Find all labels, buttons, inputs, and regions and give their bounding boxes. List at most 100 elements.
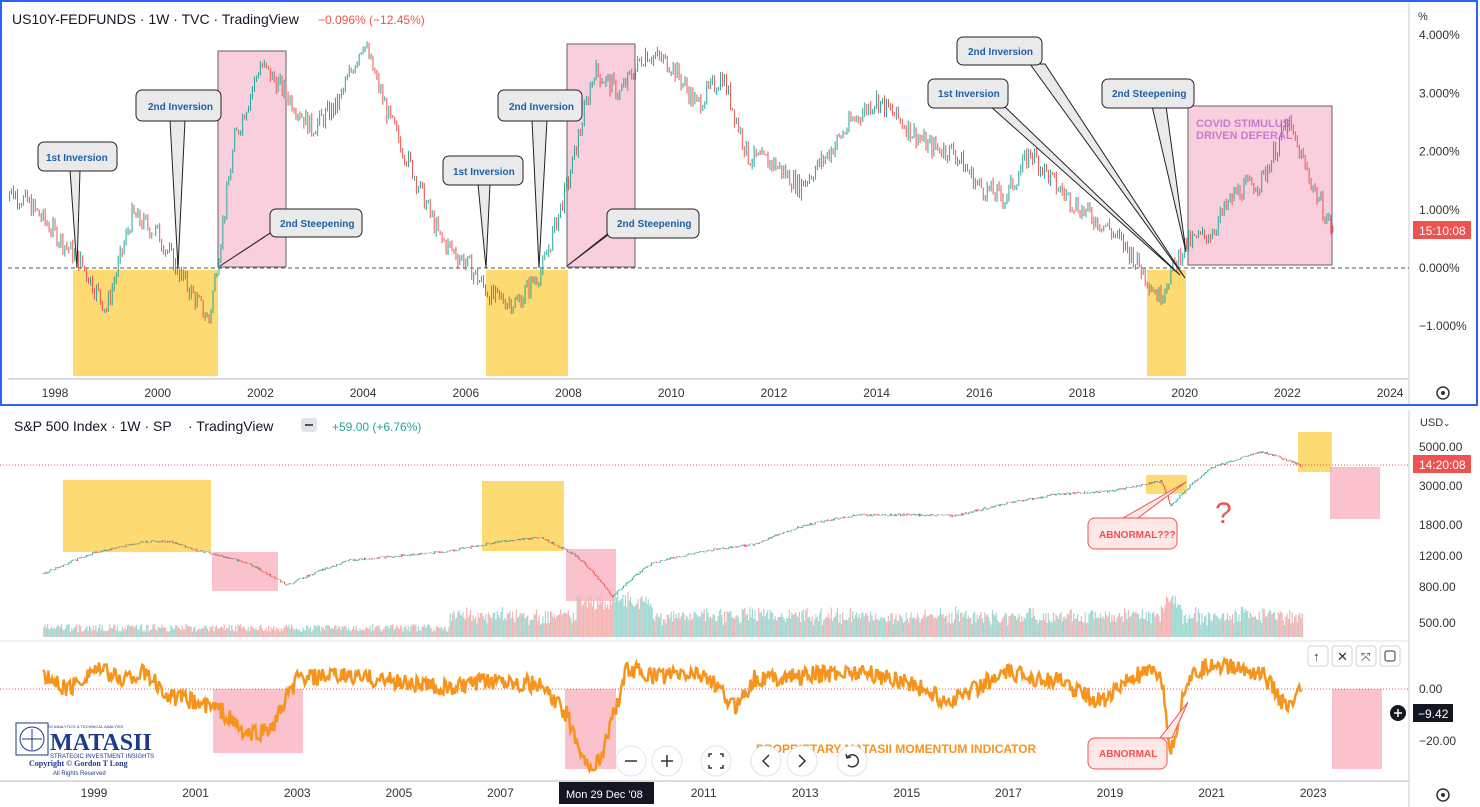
sp-volume-bar <box>450 621 453 637</box>
sp-volume-bar <box>419 629 421 637</box>
sp-volume-bar <box>1182 623 1184 637</box>
sp-volume-bar <box>1233 622 1235 637</box>
sp-volume-bar <box>1056 615 1058 637</box>
sp-volume-bar <box>1179 605 1182 637</box>
sp-volume-bar <box>434 631 436 637</box>
sp-volume-bar <box>721 615 723 637</box>
reset-scale-button[interactable] <box>700 745 732 777</box>
sp-volume-bar <box>600 602 602 637</box>
sp-volume-bar <box>349 631 351 637</box>
sp-volume-bar <box>589 603 591 637</box>
sp-volume-bar <box>772 612 774 637</box>
bottom-settings-gear-icon[interactable] <box>1436 788 1450 802</box>
top-settings-gear-icon[interactable] <box>1436 386 1450 400</box>
sp-volume-bar <box>486 623 488 637</box>
sp-volume-bar <box>902 622 905 637</box>
sp-volume-bar <box>598 604 600 637</box>
sp-volume-bar <box>1099 613 1102 637</box>
pane-move-up-button[interactable]: ↑ <box>1307 645 1329 667</box>
sp-volume-bar <box>214 626 216 637</box>
sp-volume-bar <box>1117 616 1119 637</box>
sp-volume-bar <box>121 626 124 637</box>
sp-volume-bar <box>928 615 930 637</box>
sp-volume-bar <box>627 591 629 637</box>
sp-volume-bar <box>361 629 364 637</box>
sp-volume-bar <box>66 625 68 637</box>
sp-volume-bar <box>762 616 764 637</box>
callout-1st-inversion-2019: 1st Inversion <box>927 78 1181 276</box>
sp-volume-bar <box>758 607 760 637</box>
pane-close-button[interactable]: ✕ <box>1331 645 1353 667</box>
sp-volume-bar <box>1007 625 1009 637</box>
sp-volume-bar <box>1151 612 1154 637</box>
sp-volume-bar <box>459 614 461 637</box>
sp-volume-bar <box>1024 618 1027 637</box>
sp-volume-bar <box>440 627 442 637</box>
sp-volume-bar <box>694 611 696 637</box>
sp-volume-bar <box>619 599 621 637</box>
sp-volume-bar <box>78 624 80 637</box>
sp-volume-bar <box>575 619 577 637</box>
sp-volume-bar <box>113 624 115 637</box>
sp-volume-bar <box>983 622 985 637</box>
sp-volume-bar <box>215 625 218 637</box>
sp-volume-bar <box>233 631 235 637</box>
sp-volume-bar <box>186 625 188 637</box>
sp-hide-toggle-button[interactable] <box>301 418 317 432</box>
sp-volume-bar <box>327 625 329 637</box>
sp-volume-bar <box>1139 619 1141 637</box>
reset-chart-button[interactable] <box>836 745 868 777</box>
sp-volume-bar <box>1084 612 1086 637</box>
sp-volume-bar <box>511 611 514 637</box>
osc-add-icon[interactable] <box>1390 705 1406 721</box>
sp-volume-bar <box>702 613 704 637</box>
sp-volume-bar <box>1002 618 1004 637</box>
sp-volume-bar <box>518 616 520 637</box>
sp-volume-bar <box>553 614 555 637</box>
sp-volume-bar <box>529 620 531 637</box>
sp-volume-bar <box>543 623 545 637</box>
sp-volume-bar <box>650 603 652 637</box>
sp-volume-bar <box>182 629 185 637</box>
sp-volume-bar <box>140 624 143 637</box>
sp-volume-bar <box>810 621 812 637</box>
scroll-right-button[interactable] <box>786 745 818 777</box>
top-x-tick: 2018 <box>1069 386 1096 400</box>
sp-volume-bar <box>1016 620 1018 637</box>
sp-volume-bar <box>116 626 119 637</box>
sp-volume-bar <box>171 627 173 637</box>
sp-volume-bar <box>872 620 874 637</box>
sp-volume-bar <box>222 628 224 637</box>
chevron-down-icon[interactable]: ⌄ <box>1443 418 1451 428</box>
sp-volume-bar <box>580 593 582 637</box>
sp-volume-bar <box>1272 612 1274 637</box>
sp-volume-bar <box>530 619 533 637</box>
pane-maximize-button[interactable] <box>1379 645 1401 667</box>
scroll-left-button[interactable] <box>750 745 782 777</box>
sp-volume-bar <box>857 618 859 637</box>
sp-volume-bar <box>231 625 233 637</box>
sp-yellow-zone-1998 <box>63 480 211 552</box>
covid-text-line-2: DRIVEN DEFERAL <box>1196 130 1293 142</box>
sp-volume-bar <box>1285 616 1287 637</box>
sp-volume-bar <box>1273 611 1276 637</box>
zoom-out-button[interactable] <box>615 745 647 777</box>
zoom-in-button[interactable] <box>651 745 683 777</box>
sp-volume-bar <box>875 613 877 637</box>
sp-volume-bar <box>60 624 63 637</box>
sp-volume-bar <box>567 610 569 637</box>
sp-volume-bar <box>1057 618 1060 637</box>
sp-volume-bar <box>309 626 312 637</box>
sp-volume-bar <box>44 624 46 637</box>
sp-volume-bar <box>595 608 597 637</box>
sp-volume-bar <box>1195 606 1197 637</box>
sp-volume-bar <box>897 621 900 637</box>
sp-volume-bar <box>749 607 751 637</box>
sp-volume-bar <box>69 631 72 637</box>
sp-volume-bar <box>586 607 588 637</box>
sp-volume-bar <box>825 616 827 637</box>
sp-volume-bar <box>369 625 371 637</box>
sp-currency-dropdown[interactable]: USD <box>1420 417 1443 429</box>
pane-collapse-button[interactable]: ⤧ <box>1355 645 1377 667</box>
sp-volume-bar <box>234 626 237 637</box>
